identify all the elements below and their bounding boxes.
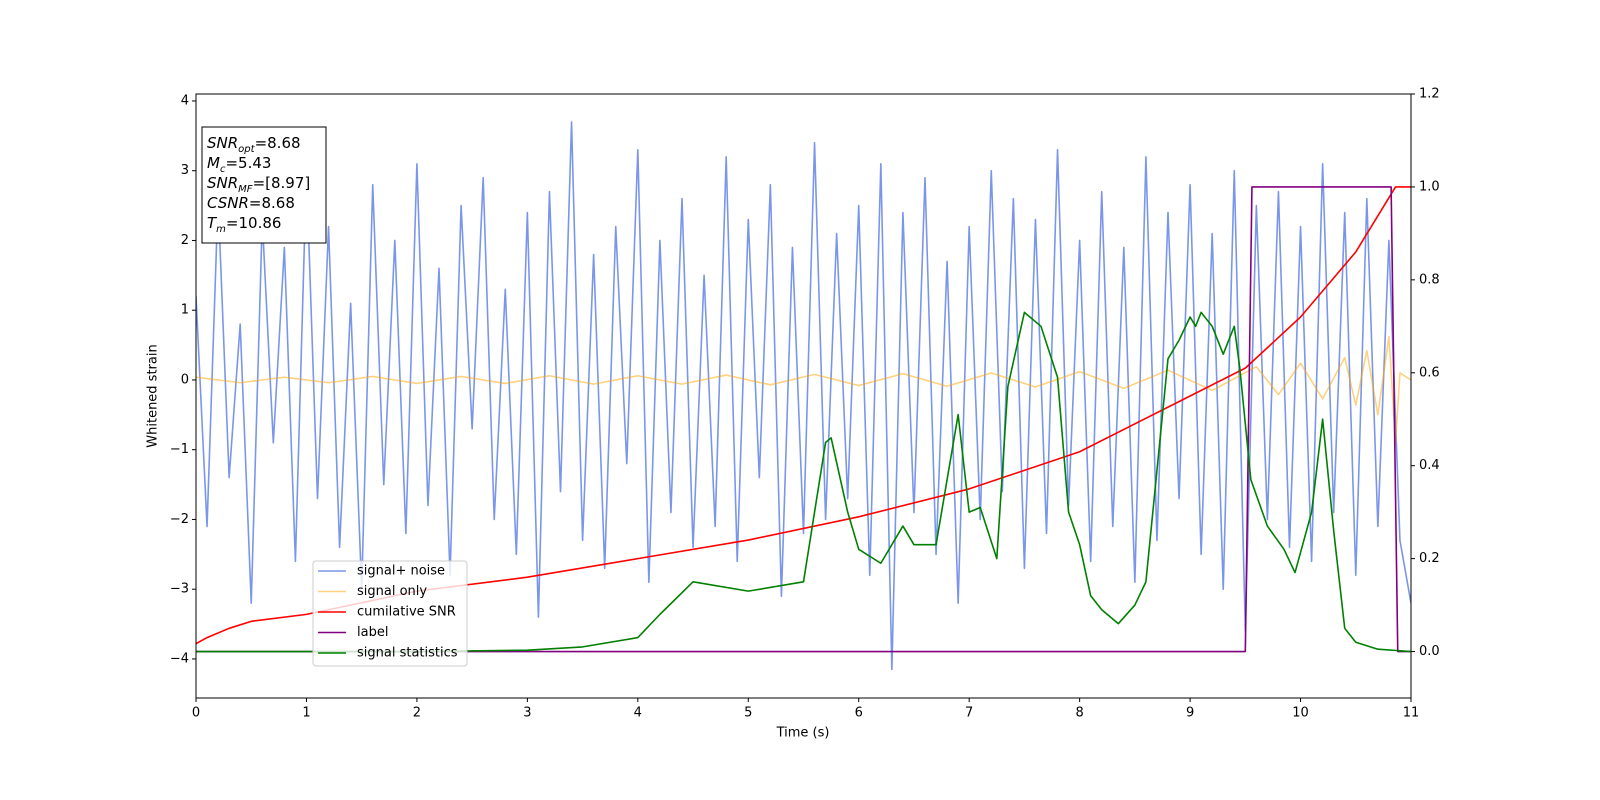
plot-area (196, 121, 1411, 671)
annotation-text: =[8.97] (253, 174, 311, 192)
series-line (196, 121, 1411, 671)
annotation: Mc=5.43 (207, 154, 271, 175)
annotation: CSNR=8.68 (207, 194, 295, 212)
x-tick-label: 0 (192, 706, 200, 721)
y-tick-label: 0 (181, 372, 189, 387)
annotation-frame (201, 126, 327, 244)
y-axis-label: Whitened strain (146, 344, 161, 447)
y2-tick-label: 0.4 (1419, 458, 1440, 473)
plot-frame (195, 93, 1412, 699)
x-tick-label: 2 (413, 706, 421, 721)
y2-tick-label: 0.0 (1419, 644, 1440, 659)
y-tick-label: 2 (181, 233, 189, 248)
y-tick-label: −4 (170, 651, 189, 666)
annotation-subscript: opt (238, 144, 255, 155)
x-axis-label: Time (s) (776, 726, 830, 741)
series-line (196, 311, 1411, 653)
annotation-text: =8.68 (255, 134, 301, 152)
legend-label: cumilative SNR (357, 605, 456, 620)
x-tick-label: 6 (855, 706, 863, 721)
legend-label: signal statistics (357, 646, 458, 661)
x-tick-label: 9 (1186, 706, 1194, 721)
x-tick-label: 8 (1075, 706, 1083, 721)
legend: signal+ noise signal only cumilative SNR la… (312, 560, 468, 667)
legend-label: signal+ noise (357, 564, 445, 579)
y2-tick-label: 0.2 (1419, 551, 1440, 566)
y2-tick-label: 0.6 (1419, 365, 1440, 380)
y2-tick-label: 0.8 (1419, 272, 1440, 287)
annotation-subscript: MF (238, 184, 253, 195)
x-tick-label: 7 (965, 706, 973, 721)
x-tick-label: 11 (1403, 706, 1420, 721)
x-tick-label: 4 (634, 706, 642, 721)
annotation-subscript: c (220, 164, 226, 175)
x-tick-label: 1 (302, 706, 310, 721)
annotation-symbol: SNR (207, 174, 238, 192)
series-line (196, 186, 1411, 645)
annotation: SNRopt=8.68 (207, 134, 301, 155)
y-tick-label: 3 (181, 163, 189, 178)
y-tick-label: 4 (181, 93, 189, 108)
annotation-symbol: M (207, 154, 220, 172)
annotation: Tm=10.86 (207, 214, 281, 235)
annotation-text: =10.86 (226, 214, 282, 232)
annotation-symbol: T (207, 214, 218, 232)
legend-label: signal only (357, 584, 427, 599)
legend-label: label (357, 625, 388, 640)
annotation-subscript: m (216, 224, 226, 235)
y-tick-label: −2 (170, 512, 189, 527)
annotation-box: SNRopt=8.68Mc=5.43SNRMF=[8.97]CSNR=8.68T… (201, 126, 327, 244)
legend-frame (312, 560, 468, 667)
y-tick-label: −1 (170, 442, 189, 457)
x-tick-label: 5 (744, 706, 752, 721)
annotation-symbol: CSNR (207, 194, 249, 212)
y-tick-label: −3 (170, 582, 189, 597)
x-tick-label: 3 (523, 706, 531, 721)
annotation-symbol: SNR (207, 134, 238, 152)
x-tick-label: 10 (1292, 706, 1309, 721)
series-line (196, 335, 1411, 444)
y2-tick-label: 1.0 (1419, 179, 1440, 194)
y-tick-label: 1 (181, 303, 189, 318)
annotation-text: =8.68 (249, 194, 295, 212)
annotation: SNRMF=[8.97] (207, 174, 310, 195)
y2-tick-label: 1.2 (1419, 87, 1440, 102)
annotation-text: =5.43 (225, 154, 271, 172)
